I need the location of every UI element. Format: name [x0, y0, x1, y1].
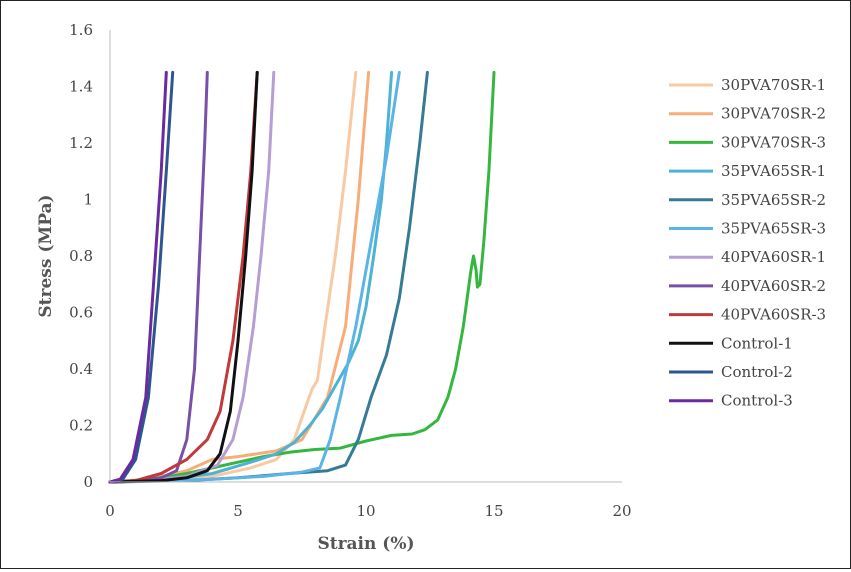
legend-label: Control-1 [721, 334, 793, 352]
y-tick-label: 0 [83, 473, 93, 491]
x-tick-label: 10 [356, 502, 375, 520]
series-curves [108, 70, 496, 484]
legend-label: 30PVA70SR-1 [721, 76, 826, 94]
y-tick-label: 1.2 [69, 134, 93, 152]
legend-label: 35PVA65SR-1 [721, 162, 826, 180]
y-tick-label: 0.6 [69, 304, 93, 322]
series-line-35pva65sr-1 [108, 70, 394, 484]
legend-label: 40PVA60SR-3 [721, 306, 826, 324]
legend-label: 40PVA60SR-1 [721, 248, 826, 266]
x-tick-label: 15 [484, 502, 503, 520]
x-tick-label: 0 [105, 502, 115, 520]
series-line-control-3 [108, 70, 168, 484]
y-tick-label: 1.6 [69, 21, 93, 39]
legend-label: Control-3 [721, 392, 793, 410]
series-line-40pva60sr-1 [108, 70, 276, 484]
legend: 30PVA70SR-1 30PVA70SR-2 30PVA70SR-3 35PVA65… [669, 76, 826, 410]
legend-label: 35PVA65SR-2 [721, 191, 826, 209]
y-tick-labels: 0 0.2 0.4 0.6 0.8 1 1.2 1.4 1.6 [69, 21, 93, 491]
x-axis-title: Strain (%) [317, 534, 414, 554]
y-tick-label: 0.8 [69, 247, 93, 265]
y-tick-label: 1 [83, 191, 93, 209]
y-tick-label: 0.4 [69, 360, 93, 378]
series-line-40pva60sr-3 [108, 70, 259, 484]
series-line-30pva70sr-1 [108, 70, 358, 484]
series-line-35pva65sr-3 [108, 70, 401, 484]
legend-label: 30PVA70SR-3 [721, 133, 826, 151]
legend-label: 30PVA70SR-2 [721, 105, 826, 123]
x-tick-label: 20 [612, 502, 631, 520]
y-axis-title: Stress (MPa) [36, 194, 56, 317]
legend-label: Control-2 [721, 363, 793, 381]
y-tick-label: 0.2 [69, 417, 93, 435]
series-line-control-2 [108, 70, 175, 484]
x-tick-labels: 0 5 10 15 20 [105, 502, 631, 520]
legend-label: 35PVA65SR-3 [721, 220, 826, 238]
series-line-control-1 [108, 70, 259, 484]
x-tick-label: 5 [233, 502, 243, 520]
legend-label: 40PVA60SR-2 [721, 277, 826, 295]
y-tick-label: 1.4 [69, 78, 93, 96]
